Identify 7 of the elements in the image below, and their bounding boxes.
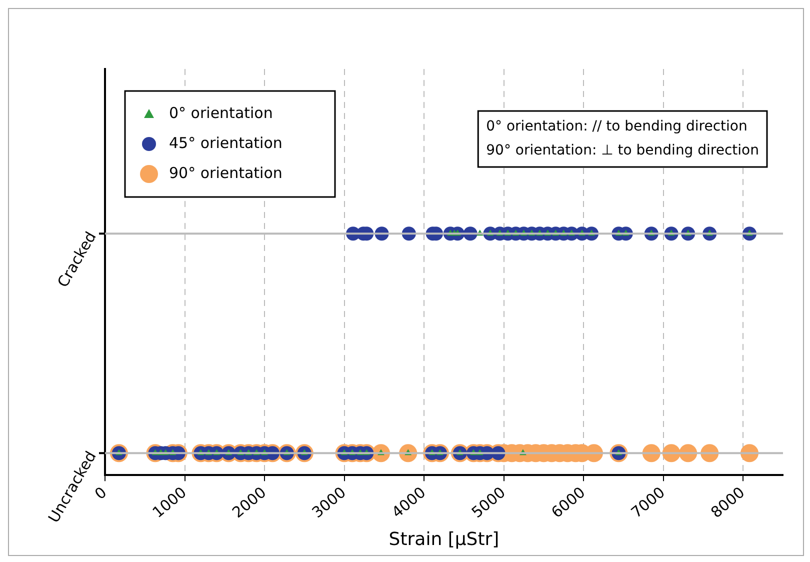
x-axis-title: Strain [µStr] — [388, 528, 500, 550]
text: 90° orientation: ⊥ to bending direction — [486, 142, 760, 159]
text: 0° orientation: // to bending direction — [486, 118, 748, 135]
legend-label: 45° orientation — [169, 134, 282, 152]
x-tick-label: 0 — [91, 483, 110, 504]
legend-label: 90° orientation — [169, 164, 282, 182]
legend-label: 0° orientation — [169, 104, 273, 122]
